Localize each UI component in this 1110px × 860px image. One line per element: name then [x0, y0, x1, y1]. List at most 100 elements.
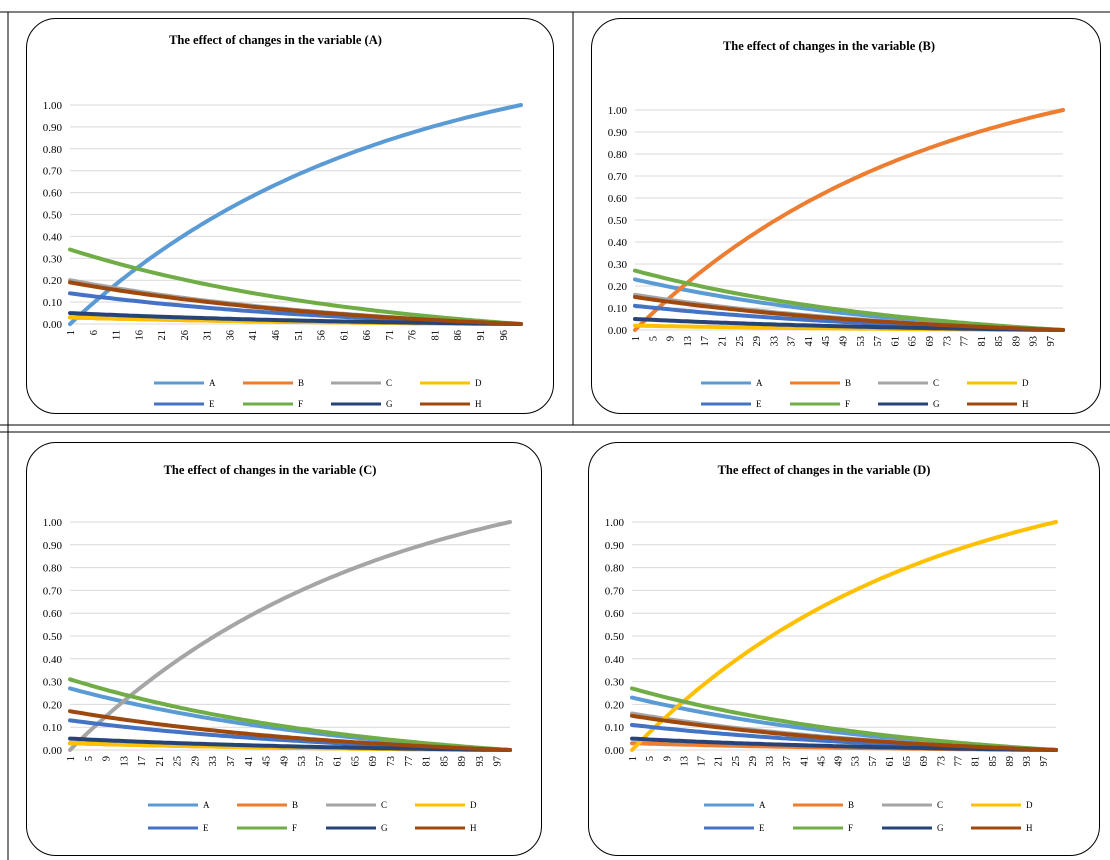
y-tick-label: 1.00 — [608, 105, 628, 117]
x-tick-label: 93 — [1029, 336, 1040, 347]
y-tick-label: 0.70 — [43, 166, 63, 178]
x-tick-label: 41 — [244, 756, 255, 767]
legend-label-e: E — [756, 399, 762, 409]
x-tick-label: 91 — [476, 330, 487, 341]
x-tick-label: 21 — [717, 336, 728, 347]
y-tick-label: 0.60 — [605, 608, 625, 620]
y-tick-label: 0.00 — [605, 745, 625, 757]
chart-cell: The effect of changes in the variable (C… — [26, 442, 542, 856]
x-tick-label: 1 — [66, 330, 77, 335]
x-tick-label: 29 — [190, 756, 201, 767]
x-tick-label: 57 — [868, 756, 879, 767]
legend-label-e: E — [759, 823, 765, 833]
chart-cell: The effect of changes in the variable (B… — [591, 18, 1101, 414]
x-tick-label: 76 — [408, 330, 419, 341]
y-tick-label: 0.30 — [43, 677, 63, 689]
x-tick-label: 13 — [683, 336, 694, 347]
x-tick-label: 5 — [84, 756, 95, 761]
y-tick-label: 0.70 — [608, 171, 628, 183]
x-tick-label: 33 — [765, 756, 776, 767]
x-tick-label: 21 — [714, 756, 725, 767]
x-tick-label: 29 — [752, 336, 763, 347]
legend-label-c: C — [937, 800, 943, 810]
y-tick-label: 0.80 — [608, 149, 628, 161]
x-tick-label: 77 — [404, 756, 415, 767]
x-tick-label: 53 — [856, 336, 867, 347]
legend-label-a: A — [209, 378, 216, 388]
y-tick-label: 0.30 — [608, 259, 628, 271]
y-tick-label: 0.30 — [43, 253, 63, 265]
x-tick-label: 66 — [362, 330, 373, 341]
x-tick-label: 53 — [297, 756, 308, 767]
y-tick-label: 0.50 — [605, 631, 625, 643]
legend-label-d: D — [1026, 800, 1033, 810]
x-tick-label: 1 — [66, 756, 77, 761]
x-tick-label: 37 — [226, 756, 237, 767]
legend-label-f: F — [292, 823, 297, 833]
x-tick-label: 89 — [457, 756, 468, 767]
x-tick-label: 65 — [350, 756, 361, 767]
x-tick-label: 33 — [208, 756, 219, 767]
x-tick-label: 85 — [994, 336, 1005, 347]
x-tick-label: 61 — [339, 330, 350, 341]
y-tick-label: 0.20 — [43, 699, 63, 711]
x-tick-label: 85 — [439, 756, 450, 767]
legend-label-g: G — [386, 399, 393, 409]
x-tick-label: 5 — [648, 336, 659, 341]
x-tick-label: 49 — [834, 756, 845, 767]
legend-label-e: E — [209, 399, 215, 409]
x-tick-label: 61 — [333, 756, 344, 767]
line-chart: The effect of changes in the variable (A… — [43, 33, 523, 409]
legend-label-f: F — [848, 823, 853, 833]
y-tick-label: 0.20 — [605, 699, 625, 711]
x-tick-label: 16 — [134, 330, 145, 341]
y-tick-label: 0.10 — [43, 722, 63, 734]
legend-label-c: C — [381, 800, 387, 810]
legend-label-a: A — [756, 378, 763, 388]
y-tick-label: 0.90 — [43, 540, 63, 552]
x-tick-label: 69 — [919, 756, 930, 767]
legend-label-e: E — [203, 823, 209, 833]
x-tick-label: 9 — [102, 756, 113, 761]
x-tick-label: 81 — [977, 336, 988, 347]
series-line-h — [633, 295, 1065, 332]
x-tick-label: 29 — [748, 756, 759, 767]
legend-label-g: G — [937, 823, 944, 833]
y-tick-label: 0.60 — [43, 188, 63, 200]
x-tick-label: 77 — [953, 756, 964, 767]
y-tick-label: 0.10 — [43, 297, 63, 309]
y-tick-label: 0.70 — [43, 585, 63, 597]
x-tick-label: 17 — [697, 756, 708, 767]
x-tick-label: 69 — [368, 756, 379, 767]
x-tick-label: 13 — [119, 756, 130, 767]
x-tick-label: 81 — [422, 756, 433, 767]
x-tick-label: 57 — [873, 336, 884, 347]
legend-label-d: D — [470, 800, 477, 810]
x-tick-label: 46 — [271, 330, 282, 341]
y-tick-label: 0.10 — [608, 303, 628, 315]
x-tick-label: 61 — [890, 336, 901, 347]
legend-label-d: D — [475, 378, 482, 388]
x-tick-label: 71 — [385, 330, 396, 341]
x-tick-label: 49 — [839, 336, 850, 347]
x-tick-label: 81 — [430, 330, 441, 341]
y-tick-label: 0.40 — [43, 231, 63, 243]
y-tick-label: 1.00 — [43, 517, 63, 529]
line-chart: The effect of changes in the variable (B… — [608, 39, 1065, 409]
x-tick-label: 45 — [821, 336, 832, 347]
legend-label-g: G — [933, 399, 940, 409]
legend-label-b: B — [845, 378, 851, 388]
y-tick-label: 0.80 — [43, 563, 63, 575]
chart-cell: The effect of changes in the variable (D… — [588, 442, 1100, 856]
x-tick-label: 93 — [475, 756, 486, 767]
y-tick-label: 0.00 — [43, 745, 63, 757]
y-tick-label: 0.30 — [605, 677, 625, 689]
y-tick-label: 0.20 — [43, 275, 63, 287]
series-line-g — [68, 736, 512, 752]
legend-label-h: H — [475, 399, 482, 409]
x-tick-label: 96 — [499, 330, 510, 341]
line-chart: The effect of changes in the variable (D… — [605, 463, 1058, 833]
chart-title: The effect of changes in the variable (D… — [718, 463, 931, 477]
legend-label-c: C — [386, 378, 392, 388]
